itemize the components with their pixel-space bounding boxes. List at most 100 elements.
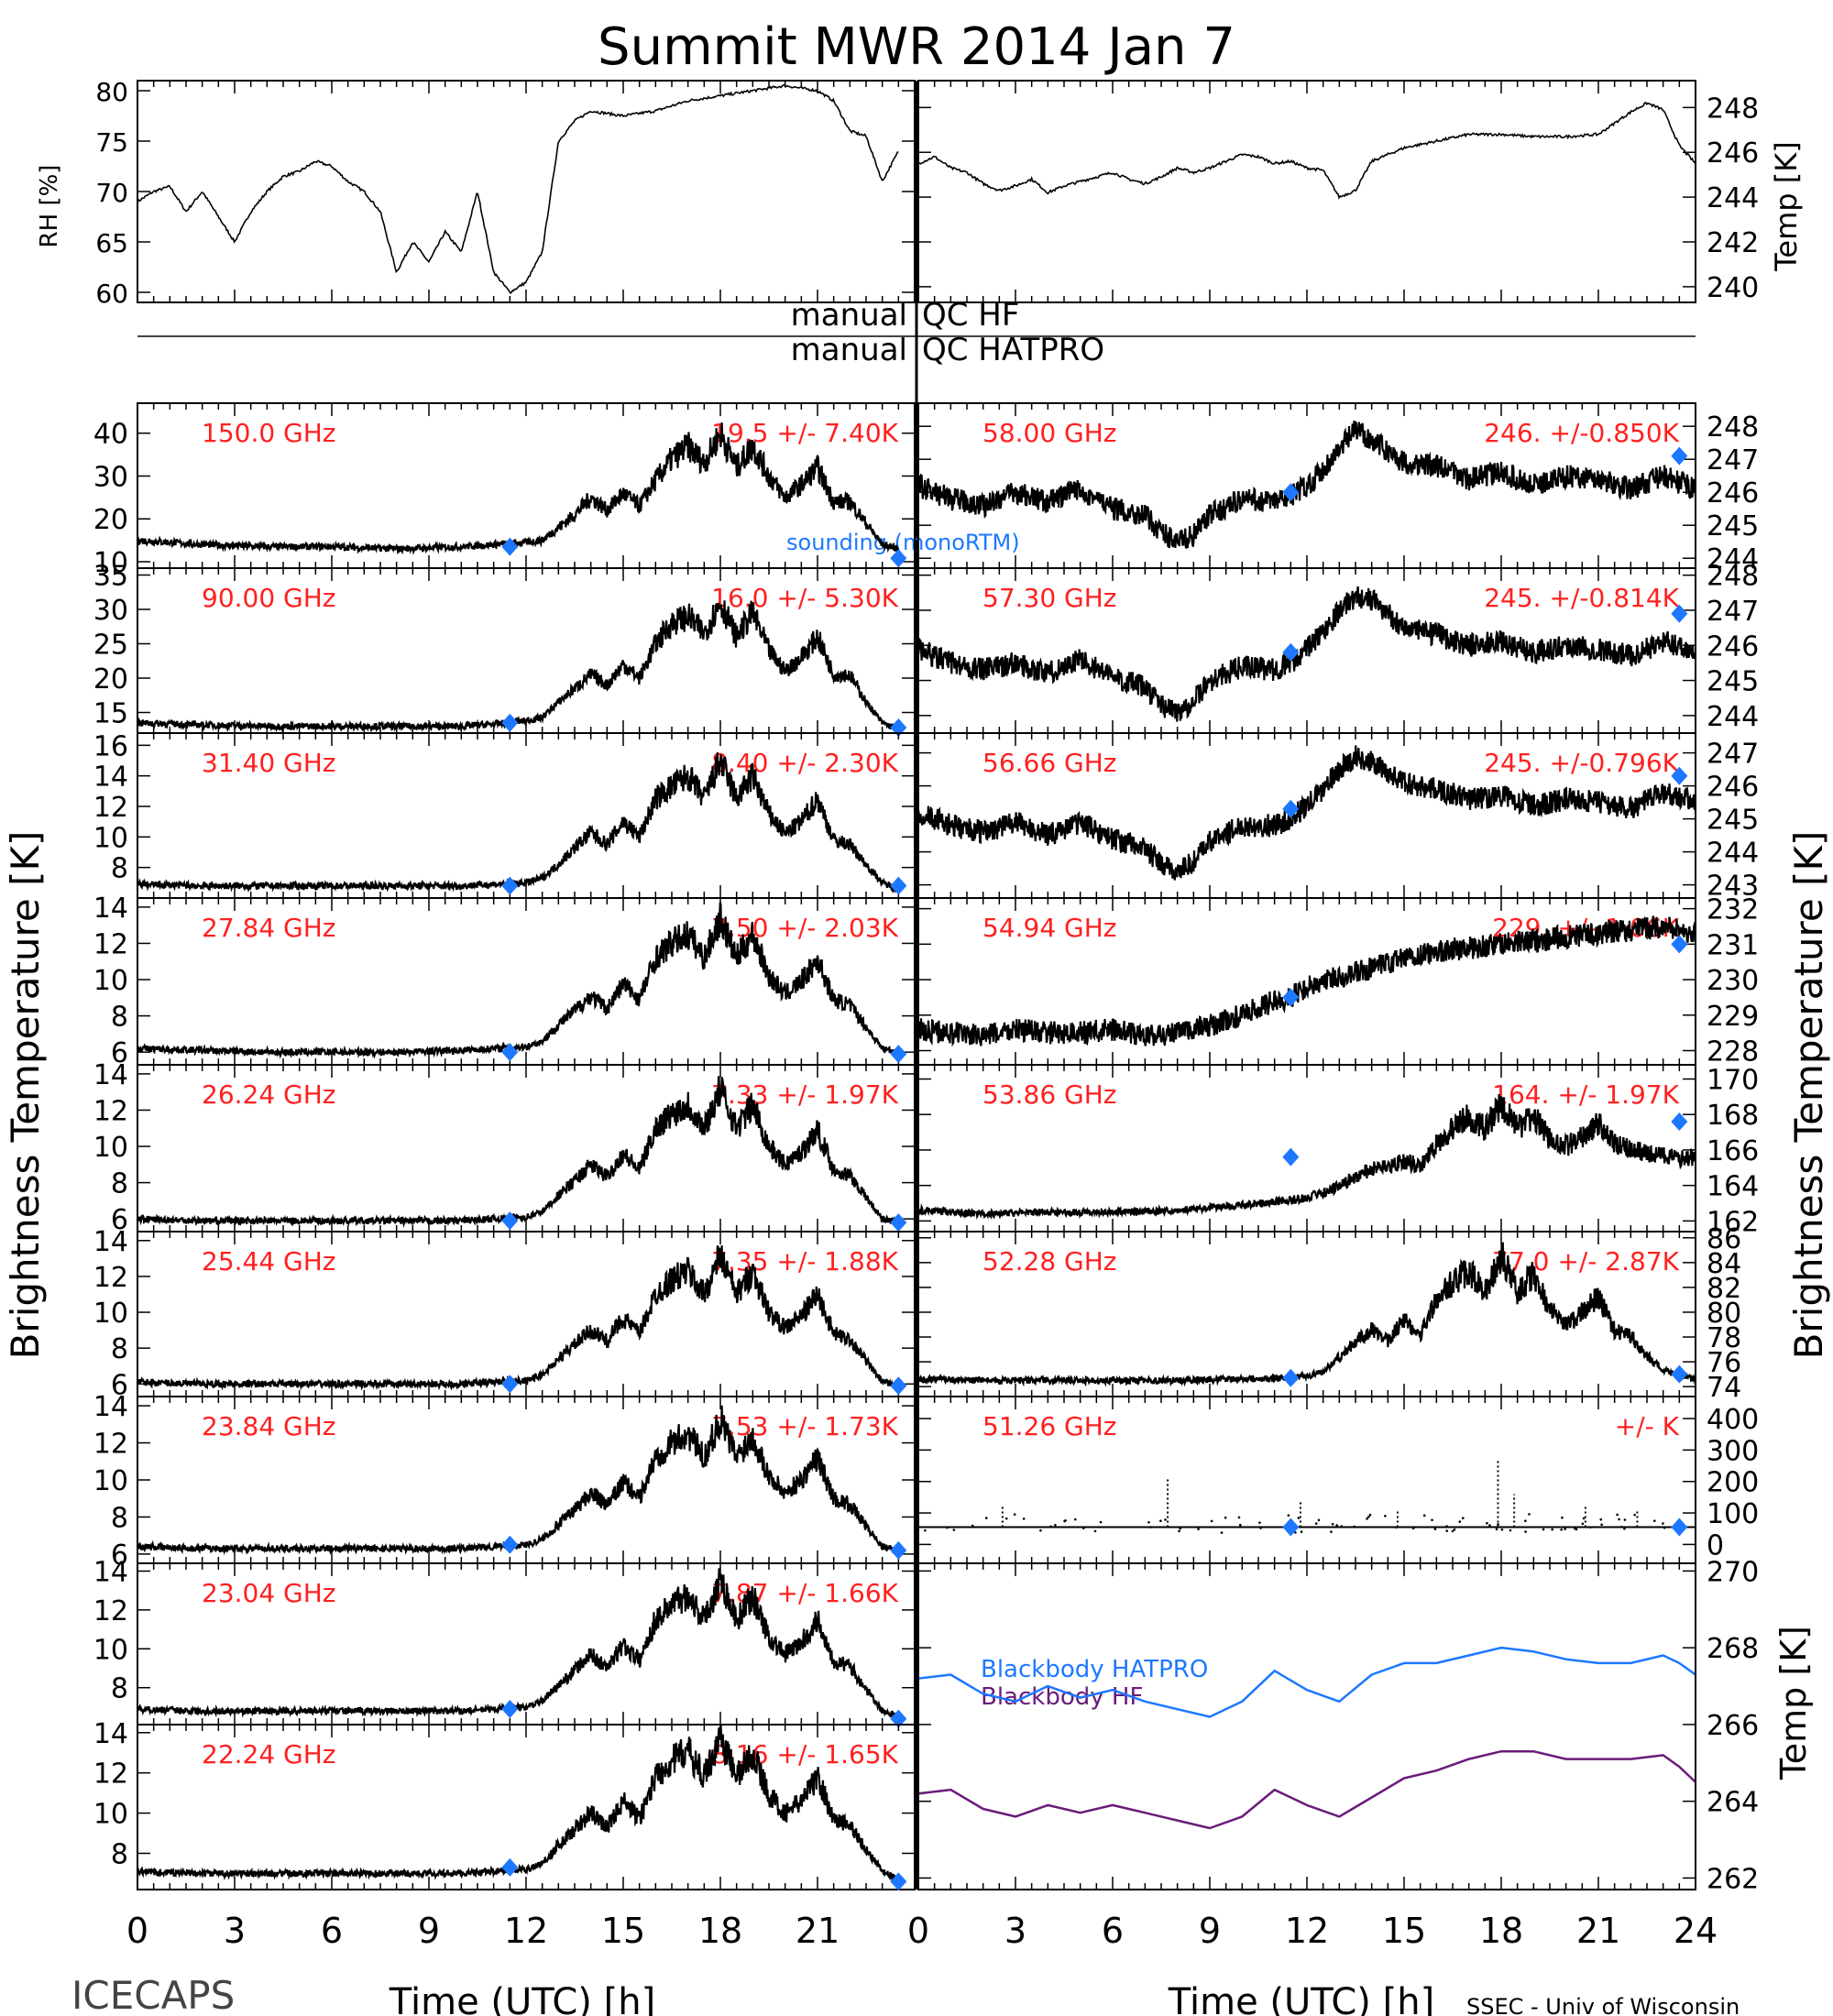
y-tick-label: 12 xyxy=(93,1095,128,1127)
series-dot xyxy=(1049,1525,1052,1528)
series-dot xyxy=(1600,1523,1603,1527)
y-tick-label: 14 xyxy=(93,1226,128,1258)
sounding-marker xyxy=(890,1709,907,1728)
panel-data xyxy=(138,1726,900,1882)
series-line-ch2544 xyxy=(138,1245,900,1391)
y-tick-label: 12 xyxy=(93,1595,128,1627)
series-bb-hatpro xyxy=(919,1646,1695,1718)
series-dot xyxy=(1258,1521,1261,1524)
sounding-marker xyxy=(1671,935,1688,954)
series-dot xyxy=(1063,1519,1066,1523)
y-tick-label: 40 xyxy=(93,419,128,451)
channel-label: 22.24 GHz xyxy=(202,1739,336,1769)
series-line-ch90 xyxy=(138,600,900,732)
y-tick-label: 14 xyxy=(93,1391,128,1423)
y-tick-label: 74 xyxy=(1707,1372,1741,1404)
channel-label: 53.86 GHz xyxy=(982,1079,1117,1110)
series-dot xyxy=(1287,1514,1290,1517)
series-dot xyxy=(1294,1531,1297,1534)
series-dot xyxy=(1054,1523,1057,1527)
y-tick-label: 262 xyxy=(1707,1863,1759,1895)
sounding-marker xyxy=(1282,799,1300,818)
y-tick-label: 14 xyxy=(93,1059,128,1091)
series-dot xyxy=(1224,1516,1227,1519)
sounding-marker xyxy=(501,1857,519,1877)
series-dot xyxy=(1451,1529,1454,1533)
xlabel-right: Time (UTC) [h] xyxy=(1168,1981,1434,2016)
panel-data xyxy=(919,101,1695,200)
sounding-marker xyxy=(1282,1368,1300,1387)
qc-hatpro-left-text: manual xyxy=(791,332,907,368)
y-tick-label: 25 xyxy=(93,630,128,662)
series-dot xyxy=(1623,1527,1626,1530)
series-dot xyxy=(1259,1527,1262,1529)
y-tick-label: 6 xyxy=(111,1037,128,1069)
series-dot xyxy=(1500,1528,1504,1531)
sounding-marker xyxy=(501,1375,519,1394)
series-line-temp xyxy=(919,101,1695,200)
panel-blackbody: 262 264 266 268 270 xyxy=(917,1556,1759,1895)
panel-data xyxy=(138,600,900,732)
y-tick-label: 20 xyxy=(93,504,128,536)
x-tick-label: 9 xyxy=(1199,1911,1221,1951)
y-tick-label: 82 xyxy=(1707,1273,1741,1305)
x-tick-label: 18 xyxy=(698,1911,742,1951)
sounding-marker xyxy=(1671,1364,1688,1384)
series-dot xyxy=(1178,1529,1180,1533)
y-tick-label: 12 xyxy=(93,1429,128,1461)
series-dot xyxy=(1588,1526,1592,1529)
series-dot xyxy=(1599,1517,1603,1521)
x-tick-label: 0 xyxy=(907,1911,929,1951)
temp-axis-label: Temp [K] xyxy=(1769,141,1804,271)
series-dot xyxy=(1486,1521,1488,1525)
y-tick-label: 244 xyxy=(1707,543,1759,575)
series-dot xyxy=(1179,1527,1181,1530)
y-tick-label: 228 xyxy=(1707,1036,1759,1068)
sounding-marker xyxy=(890,1872,907,1891)
y-tick-label: 248 xyxy=(1707,411,1759,444)
y-tick-label: 245 xyxy=(1707,805,1759,837)
panel-data xyxy=(138,83,899,294)
y-tick-label: 245 xyxy=(1707,510,1759,542)
panel-temp: 240 242 244 246 248 xyxy=(917,80,1759,304)
series-dot xyxy=(1238,1523,1242,1527)
series-dot xyxy=(1422,1514,1426,1517)
y-tick-label: 10 xyxy=(93,822,128,854)
panel-data xyxy=(138,422,899,555)
series-dot xyxy=(1395,1526,1398,1529)
y-tick-label: 14 xyxy=(93,1556,128,1588)
series-dot xyxy=(952,1528,956,1531)
panel-data xyxy=(919,1459,1695,1534)
series-bb-hf xyxy=(919,1749,1695,1830)
series-dot xyxy=(1367,1515,1370,1518)
sounding-marker xyxy=(1671,446,1688,466)
series-dot xyxy=(1039,1528,1042,1532)
y-tick-label: 240 xyxy=(1707,272,1759,304)
panel-data xyxy=(919,745,1695,881)
panel-data xyxy=(138,1076,899,1229)
series-dot xyxy=(1081,1527,1085,1529)
series-dot xyxy=(1366,1517,1368,1520)
y-tick-label: 242 xyxy=(1707,227,1759,259)
sounding-marker xyxy=(1671,766,1688,785)
rh-axis-label: RH [%] xyxy=(36,165,63,248)
series-dot xyxy=(1353,1525,1356,1528)
sounding-marker xyxy=(501,713,519,732)
x-tick-label: 21 xyxy=(1576,1911,1620,1951)
channel-label: 27.84 GHz xyxy=(202,913,336,943)
panel-data xyxy=(919,915,1695,1047)
y-tick-label: 10 xyxy=(93,1298,128,1330)
sounding-marker xyxy=(501,537,519,556)
series-dot xyxy=(1149,1526,1152,1528)
y-tick-label: 200 xyxy=(1707,1467,1759,1499)
figure-title: Summit MWR 2014 Jan 7 xyxy=(598,17,1235,77)
stat-label: 164. +/- 1.97K xyxy=(1492,1079,1679,1110)
tb-axis-label-right: Brightness Temperature [K] xyxy=(1786,831,1831,1360)
channel-label: 150.0 GHz xyxy=(202,418,336,448)
sounding-legend-label: sounding (monoRTM) xyxy=(786,530,1020,555)
